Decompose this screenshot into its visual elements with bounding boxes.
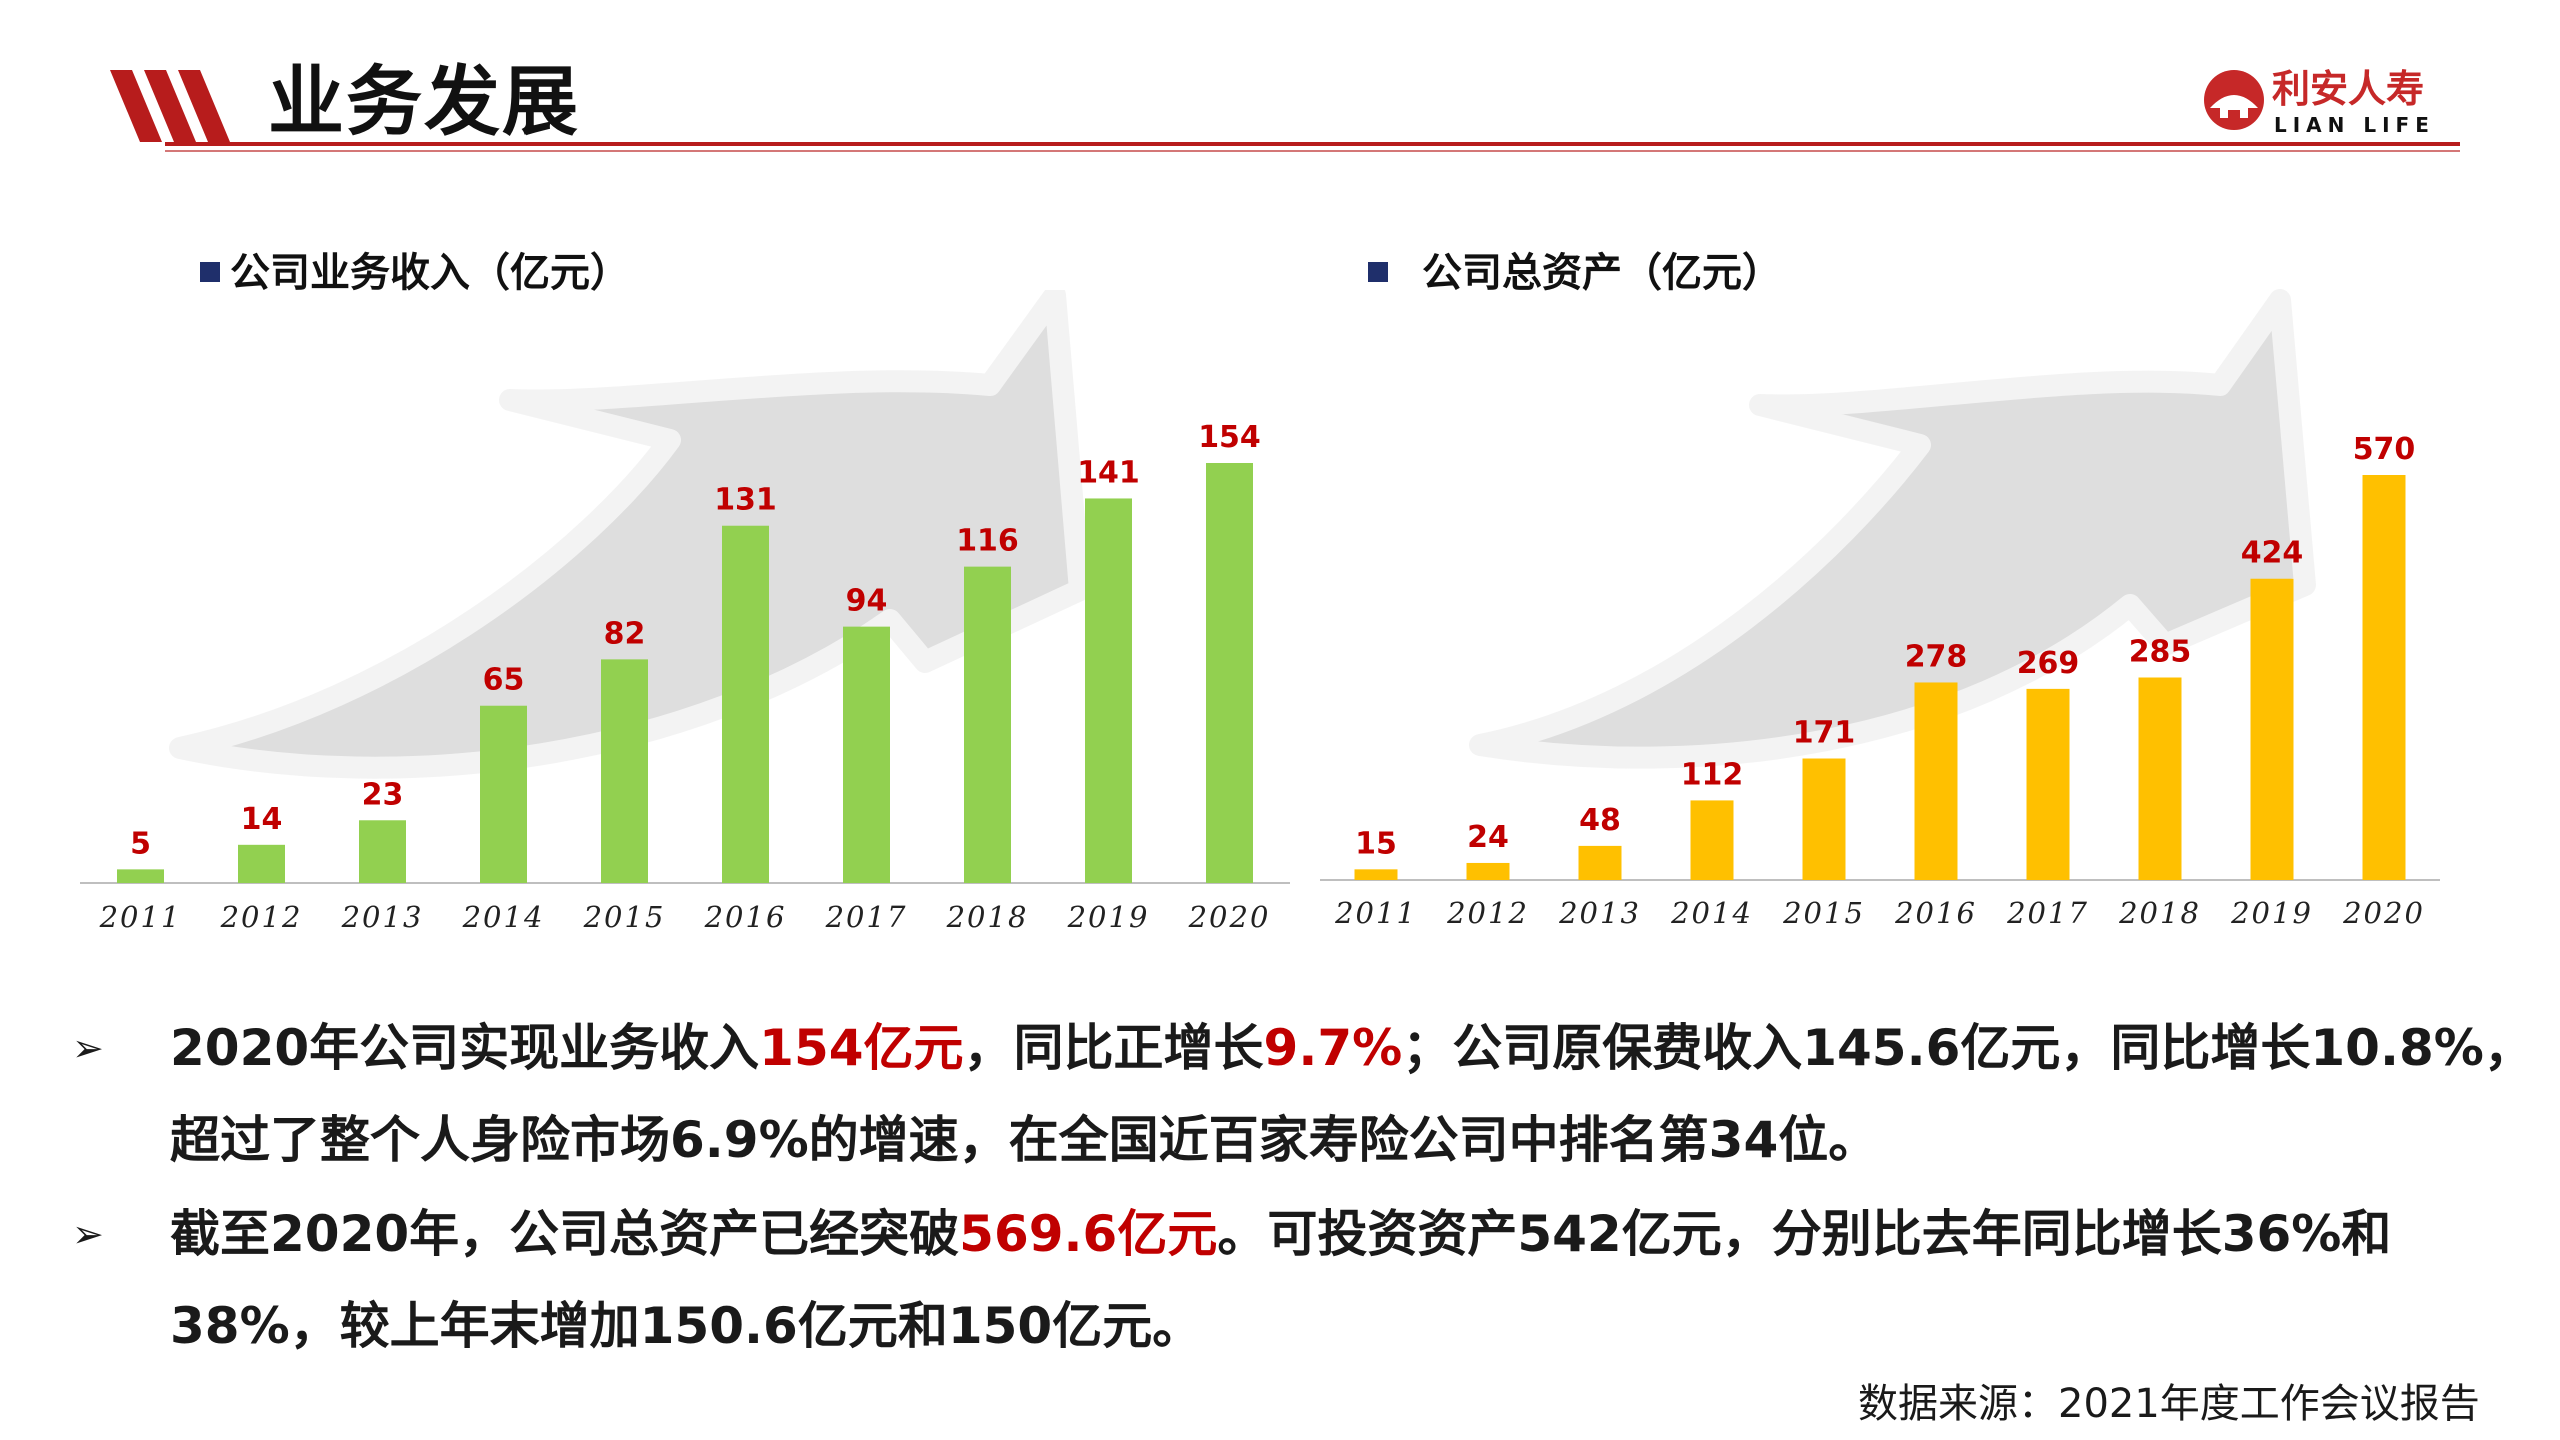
brand-logo: 利安人寿 LIAN LIFE (2204, 67, 2435, 137)
bar-2019 (2250, 578, 2294, 880)
data-label: 14 (241, 802, 283, 837)
square-bullet-icon (200, 262, 220, 282)
data-label: 112 (1681, 757, 1744, 792)
bar-2015 (1802, 758, 1846, 880)
revenue-chart-title: 公司业务收入（亿元） (200, 248, 630, 298)
revenue-chart-title-text: 公司业务收入（亿元） (230, 250, 630, 296)
assets-bar-chart: 15 2011 24 2012 48 2013 112 2014 171 2015 278 2016 2… (1320, 289, 2440, 930)
header-stripe-logo-icon (110, 70, 230, 142)
x-tick-label: 2012 (220, 900, 303, 934)
growth-arrow-icon (1469, 289, 2316, 769)
bar-2012 (238, 844, 285, 883)
bullet-1-line-2: 超过了整个人身险市场6.9%的增速，在全国近百家寿险公司中排名第34位。 (170, 1111, 1879, 1169)
data-label: 278 (1905, 639, 1968, 674)
brand-sub: LIAN LIFE (2274, 113, 2435, 137)
data-label: 48 (1579, 803, 1621, 838)
bar-2013 (359, 820, 406, 883)
data-label: 171 (1793, 716, 1856, 751)
x-tick-label: 2011 (99, 900, 182, 934)
bar-2012 (1466, 862, 1510, 880)
data-label: 24 (1467, 820, 1509, 855)
bullet-2-line-1: 截至2020年，公司总资产已经突破569.6亿元。可投资资产542亿元，分别比去… (170, 1199, 2391, 1269)
x-tick-label: 2020 (1188, 900, 1271, 934)
data-label: 23 (362, 777, 404, 812)
data-label: 65 (483, 663, 525, 698)
data-label: 570 (2353, 432, 2416, 467)
x-tick-label: 2019 (1067, 900, 1150, 934)
bar-2018 (2138, 677, 2182, 880)
x-tick-label: 2016 (1894, 896, 1977, 930)
bar-2014 (1690, 800, 1734, 880)
bar-2018 (964, 566, 1011, 883)
bar-2020 (2362, 475, 2406, 880)
x-tick-label: 2017 (825, 900, 908, 934)
highlight-text: 569.6亿元 (959, 1205, 1218, 1263)
bar-2017 (843, 626, 890, 883)
source-note: 数据来源：2021年度工作会议报告 (1858, 1381, 2480, 1427)
x-tick-label: 2013 (1558, 896, 1641, 930)
bar-2017 (2026, 688, 2070, 880)
bullet-1-line-1: 2020年公司实现业务收入154亿元，同比正增长9.7%；公司原保费收入145.… (170, 1013, 2534, 1083)
x-tick-label: 2012 (1446, 896, 1529, 930)
bullet-2-line-2: 38%，较上年末增加150.6亿元和150亿元。 (170, 1297, 1203, 1355)
x-tick-label: 2018 (2118, 896, 2201, 930)
assets-chart-title: 公司总资产（亿元） (1368, 248, 1782, 298)
bar-2015 (601, 659, 648, 883)
data-label: 5 (130, 826, 151, 861)
bullet-text: 。可投资资产542亿元，分别比去年同比增长36%和 (1217, 1205, 2392, 1263)
data-label: 116 (956, 524, 1019, 559)
x-tick-label: 2014 (1670, 896, 1753, 930)
bullet-text: ；公司原保费收入145.6亿元，同比增长10.8%， (1402, 1019, 2534, 1077)
data-label: 285 (2129, 635, 2192, 670)
x-tick-label: 2015 (1782, 896, 1865, 930)
data-label: 424 (2241, 536, 2304, 571)
data-label: 82 (604, 616, 646, 651)
bar-2014 (480, 705, 527, 883)
highlight-text: 9.7% (1263, 1019, 1403, 1077)
x-tick-label: 2015 (583, 900, 666, 934)
bar-2011 (117, 869, 164, 883)
bullet-arrow-icon: ➢ (72, 1212, 104, 1256)
x-tick-label: 2018 (946, 900, 1029, 934)
x-tick-label: 2020 (2342, 896, 2425, 930)
title-divider (165, 142, 2460, 146)
x-tick-label: 2011 (1334, 896, 1417, 930)
brand-name: 利安人寿 (2272, 67, 2424, 111)
data-label: 141 (1077, 455, 1140, 490)
bullet-arrow-icon: ➢ (72, 1026, 104, 1070)
highlight-text: 154亿元 (759, 1019, 964, 1077)
data-label: 154 (1198, 420, 1261, 455)
bullet-text: 截至2020年，公司总资产已经突破 (170, 1205, 960, 1263)
x-tick-label: 2019 (2230, 896, 2313, 930)
square-bullet-icon (1368, 262, 1388, 282)
x-tick-label: 2016 (704, 900, 787, 934)
bar-2019 (1085, 498, 1132, 883)
brand-emblem-icon (2204, 70, 2264, 130)
bar-2016 (722, 525, 769, 883)
x-tick-label: 2017 (2006, 896, 2089, 930)
x-tick-label: 2014 (462, 900, 545, 934)
bar-2013 (1578, 845, 1622, 880)
data-label: 131 (714, 483, 777, 518)
revenue-bar-chart: 5 2011 14 2012 23 2013 65 2014 82 2015 131 2016 94 20… (80, 290, 1290, 934)
data-label: 15 (1355, 826, 1397, 861)
bar-2016 (1914, 682, 1958, 880)
assets-chart-title-text: 公司总资产（亿元） (1422, 250, 1782, 296)
bar-2020 (1206, 463, 1253, 883)
bar-2011 (1354, 869, 1398, 880)
page-title: 业务发展 (268, 57, 580, 146)
title-divider-secondary (165, 150, 2460, 152)
x-tick-label: 2013 (341, 900, 424, 934)
bullet-text: 2020年公司实现业务收入 (170, 1019, 760, 1077)
data-label: 94 (846, 584, 888, 619)
data-label: 269 (2017, 646, 2080, 681)
bullet-text: ，同比正增长 (963, 1019, 1264, 1077)
